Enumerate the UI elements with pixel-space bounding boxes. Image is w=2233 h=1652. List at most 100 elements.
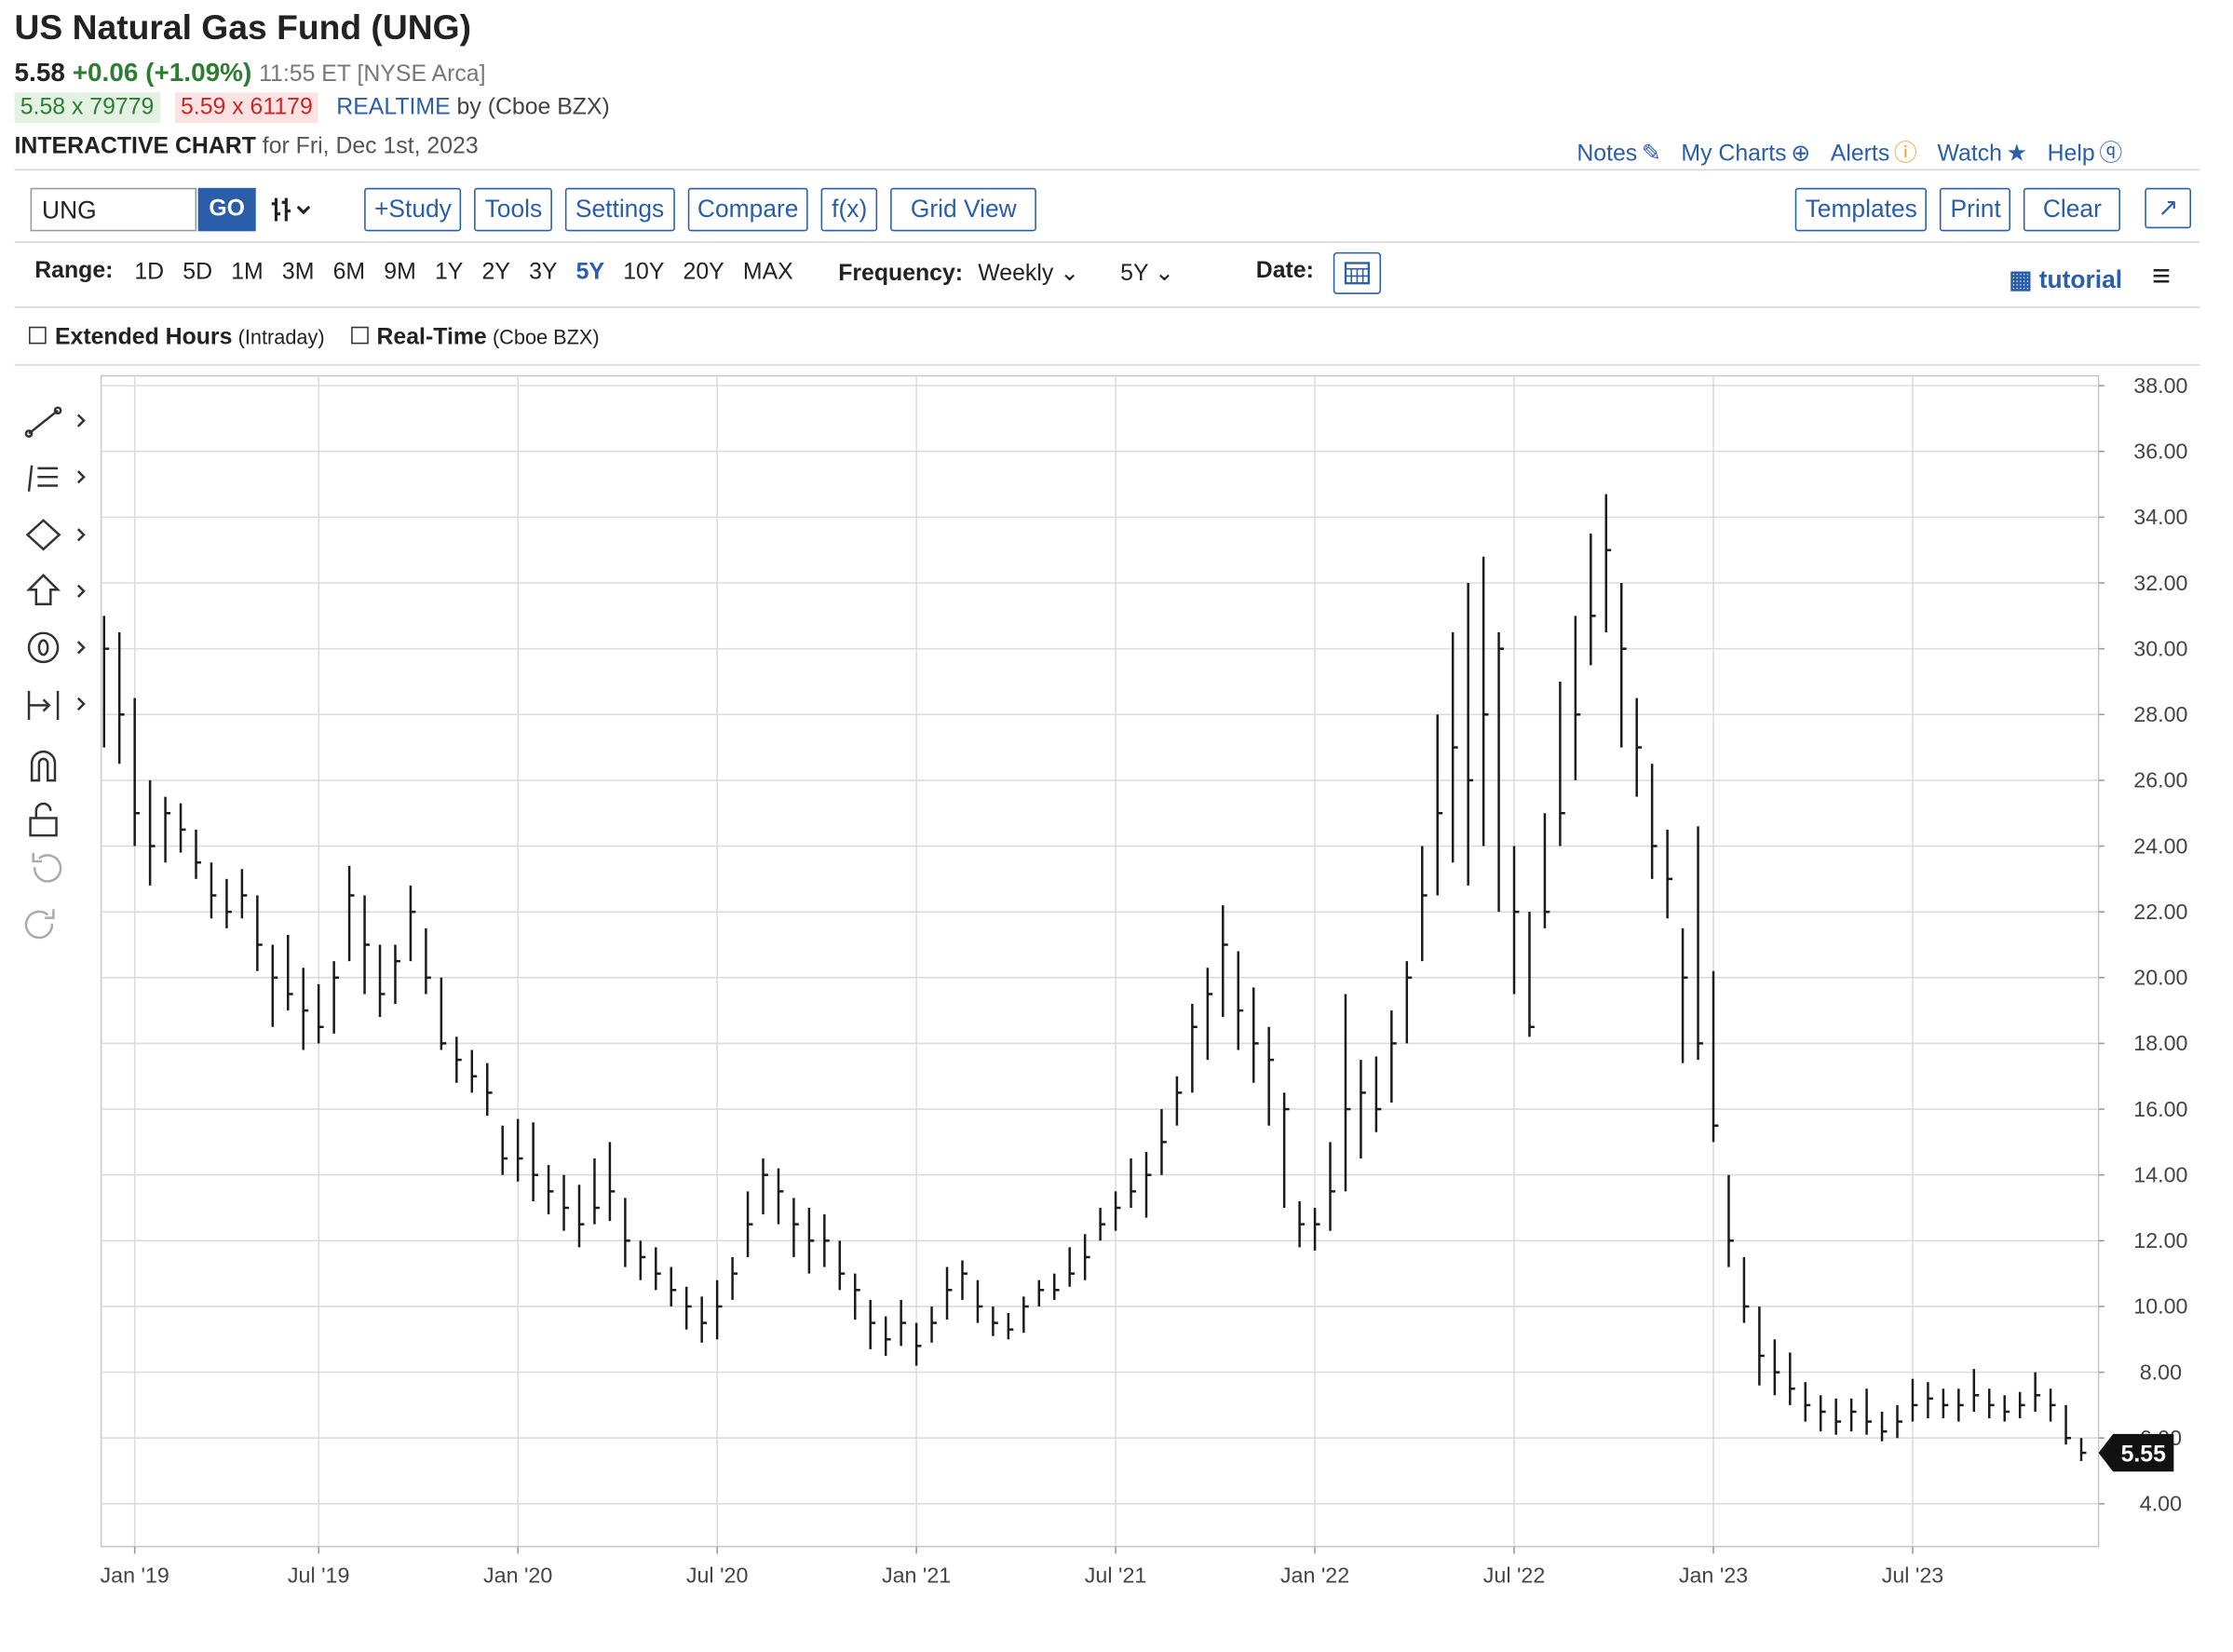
y-tick-label: 20.00 [2133,966,2187,990]
tutorial-text[interactable]: tutorial [2038,265,2123,294]
x-tick-label: Jan '20 [483,1564,552,1588]
quote-time: 11:55 ET [NYSE Arca] [259,61,486,88]
tool-measure[interactable] [27,690,86,720]
range-option[interactable]: 2Y [481,260,510,285]
symbol-input[interactable]: UNG [30,187,197,232]
nav-link[interactable]: Alerts [1830,142,1890,167]
range-option[interactable]: 9M [384,260,416,285]
x-tick-label: Jan '19 [101,1564,169,1588]
range-option[interactable]: 6M [332,260,366,285]
option-note: (Intraday) [237,325,325,349]
date-picker[interactable] [1333,251,1382,295]
range-option[interactable]: 20Y [683,260,724,285]
tool-magnet[interactable] [30,750,57,782]
x-tick-label: Jul '23 [1882,1564,1944,1588]
links: Notes ✎ My Charts ⊕ Alerts ⓘ Watch ★ Help ⓠ [1577,133,2122,168]
frequency-label: Frequency: [838,261,964,287]
title: US Natural Gas Fund (UNG) [14,8,472,48]
chart-date: for Fri, Dec 1st, 2023 [262,134,479,159]
range-option[interactable]: 10Y [623,260,665,285]
range-option[interactable]: 1Y [434,260,464,285]
toolbar-button[interactable]: Grid View [890,187,1037,232]
tool-line[interactable] [24,406,86,438]
option-label[interactable]: Real-Time [376,325,487,350]
chart-style-icon[interactable] [269,194,330,225]
option-checkbox[interactable]: Extended Hours (Intraday) [29,325,325,350]
toolbar-button[interactable]: Tools [474,187,553,232]
divider [14,364,2200,366]
expand-button[interactable]: ↗ [2145,187,2192,229]
option-label[interactable]: Extended Hours [54,325,233,350]
toolbar-button[interactable]: Print [1940,187,2011,232]
menu-icon[interactable]: ≡ [2152,257,2172,294]
frequency-value[interactable]: Weekly [978,261,1054,287]
range-options: 1D 5D 1M 3M 6M 9M 1Y 2Y 3Y 5Y 10Y 20Y MAX [134,260,812,286]
bid: 5.58 x 79779 [14,92,160,123]
tool-lock[interactable] [29,802,58,837]
range-option[interactable]: MAX [742,260,793,285]
y-tick-label: 18.00 [2133,1031,2187,1055]
drawing-tools [24,406,86,940]
range-option[interactable]: 1D [134,260,165,285]
range-option[interactable]: 3Y [529,260,558,285]
y-tick-label: 30.00 [2133,636,2187,660]
y-tick-label: 10.00 [2133,1294,2187,1319]
toolbar-button[interactable]: Settings [565,187,675,232]
y-tick-label: 16.00 [2133,1097,2187,1121]
chart-heading: INTERACTIVE CHART for Fri, Dec 1st, 2023 [15,134,479,160]
price-marker [2098,1433,2174,1472]
nav-icon[interactable]: ⓠ [2099,142,2123,167]
x-tick-label: Jul '21 [1085,1564,1147,1588]
nav-link[interactable]: Notes [1577,142,1638,167]
realtime-source: by (Cboe BZX) [456,95,610,120]
toolbar-button[interactable]: +Study [364,187,462,232]
range-option[interactable]: 5Y [575,260,605,285]
frequency-period[interactable]: 5Y [1120,261,1149,287]
ask: 5.59 x 61179 [174,92,318,123]
nav-icon[interactable]: ★ [2006,142,2027,167]
y-tick-label: 38.00 [2133,373,2187,398]
nav-link[interactable]: My Charts [1681,142,1787,167]
checkbox[interactable] [350,326,369,345]
toolbar-button[interactable]: Templates [1794,187,1928,232]
range-label: Range: [34,258,114,284]
toolbar-buttons: +Study Tools Settings Compare f(x) Grid View [364,187,1049,232]
tool-undo[interactable] [32,852,62,883]
range-option[interactable]: 3M [281,260,315,285]
tool-arrow[interactable] [26,573,86,606]
toolbar-right-buttons: Templates Print Clear [1794,187,2133,232]
option-checkbox[interactable]: Real-Time (Cboe BZX) [350,325,600,350]
quote: 5.58 +0.06 (+1.09%) 11:55 ET [NYSE Arca] [15,58,486,88]
range-option[interactable]: 5D [183,260,213,285]
divider [14,241,2200,243]
go-button[interactable]: GO [197,187,256,232]
y-tick-label: 14.00 [2133,1162,2187,1186]
tool-fib[interactable] [27,465,86,492]
nav-link[interactable]: Watch [1937,142,2002,167]
nav-link[interactable]: Help [2047,142,2095,167]
y-tick-label: 24.00 [2133,833,2187,858]
tool-redo[interactable] [24,909,55,940]
checkbox[interactable] [29,326,47,345]
toolbar-button[interactable]: f(x) [821,187,878,232]
y-tick-label: 8.00 [2140,1360,2182,1384]
x-tick-label: Jan '23 [1679,1564,1748,1588]
y-tick-label: 34.00 [2133,505,2187,529]
y-tick-label: 28.00 [2133,702,2187,726]
toolbar-button[interactable]: Compare [687,187,809,232]
y-tick-label: 26.00 [2133,768,2187,792]
tool-annotation[interactable] [27,631,86,664]
nav-icon[interactable]: ⊕ [1791,142,1811,167]
nav-icon[interactable]: ⓘ [1893,142,1917,167]
realtime[interactable]: REALTIME [336,95,451,120]
nav-icon[interactable]: ✎ [1641,142,1661,167]
x-tick-label: Jan '22 [1280,1564,1349,1588]
toolbar-button[interactable]: Clear [2023,187,2121,232]
tool-shape[interactable] [25,519,86,551]
x-tick-label: Jul '22 [1483,1564,1546,1588]
range-option[interactable]: 1M [231,260,264,285]
x-tick-label: Jul '20 [686,1564,749,1588]
tutorial[interactable]: ▦ tutorial [2009,265,2123,294]
divider [14,306,2200,308]
